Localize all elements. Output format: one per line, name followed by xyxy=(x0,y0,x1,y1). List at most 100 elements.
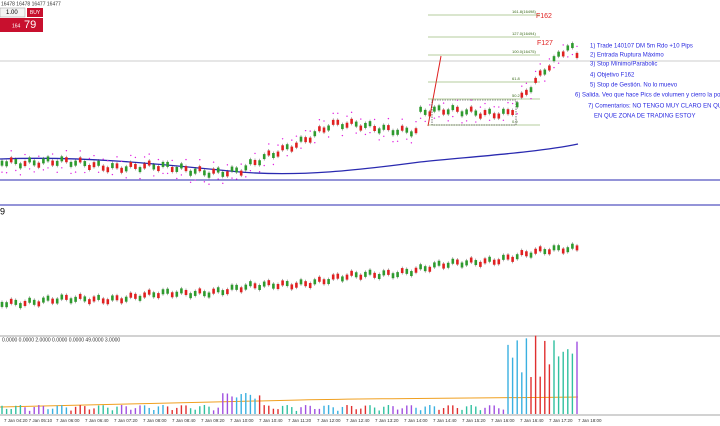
parabolic-sar xyxy=(5,172,8,174)
volume-bar xyxy=(553,340,555,414)
candle-sub xyxy=(212,288,215,294)
volume-bar xyxy=(166,406,169,414)
candle-sub xyxy=(359,274,363,280)
lot[interactable]: 1.00 xyxy=(6,10,18,16)
parabolic-sar xyxy=(212,161,215,163)
volume-bar xyxy=(65,407,68,414)
volume-bar xyxy=(396,409,399,414)
parabolic-sar xyxy=(442,102,445,104)
parabolic-sar xyxy=(507,102,509,104)
candle-sub xyxy=(373,272,376,278)
volume-average xyxy=(0,396,579,408)
volume-bar xyxy=(470,405,472,414)
volume-bar xyxy=(272,408,275,414)
candle xyxy=(32,160,36,166)
toolbar: 16478 16478 16477 16477 1.00 BUY 164 79 xyxy=(0,1,61,32)
candle xyxy=(272,153,275,159)
candle xyxy=(497,113,501,119)
x-tick-label: 7 Jan 06:00 xyxy=(56,418,80,423)
candle xyxy=(442,109,445,115)
candle xyxy=(55,160,59,166)
candle xyxy=(230,166,234,172)
candle xyxy=(83,161,87,167)
volume-bar xyxy=(557,356,560,414)
parabolic-sar xyxy=(268,143,270,145)
candle-sub xyxy=(115,295,119,301)
volume-bar xyxy=(231,396,233,414)
candle xyxy=(129,161,133,167)
parabolic-sar xyxy=(277,144,279,146)
candle xyxy=(134,163,137,169)
candle-sub xyxy=(497,259,501,265)
candle xyxy=(506,109,510,115)
buy-button[interactable] xyxy=(27,8,43,17)
candle xyxy=(198,166,202,172)
parabolic-sar xyxy=(148,153,150,155)
price-box[interactable] xyxy=(0,18,43,32)
volume-bar xyxy=(576,341,578,414)
volume-header: 0.0000 0.0000 2.0000 0.0000 0.0000 49.00… xyxy=(2,337,120,343)
candle-sub xyxy=(437,260,441,266)
candle xyxy=(207,172,211,178)
parabolic-sar xyxy=(47,167,49,169)
x-tick-label: 7 Jan 05:10 xyxy=(29,418,53,423)
candle-sub xyxy=(55,298,59,304)
candle xyxy=(557,51,560,57)
parabolic-sar xyxy=(208,183,210,185)
candle xyxy=(37,162,41,168)
candle xyxy=(377,128,381,134)
candle xyxy=(28,157,31,163)
candle-sub xyxy=(488,256,491,262)
candle xyxy=(180,163,183,169)
x-tick-label: 7 Jan 15:20 xyxy=(462,418,486,423)
candle xyxy=(327,125,330,131)
volume-bar xyxy=(47,409,49,414)
candle-sub xyxy=(299,279,303,285)
candle-sub xyxy=(207,292,211,298)
quote: 16478 16478 16477 16477 xyxy=(1,1,61,7)
candle-sub xyxy=(88,299,91,305)
candle xyxy=(115,163,119,169)
volume-bar xyxy=(327,405,330,414)
candle-sub xyxy=(175,291,179,297)
candle-sub xyxy=(433,262,436,268)
parabolic-sar xyxy=(249,170,252,172)
fib-f162: F162 xyxy=(536,13,552,20)
volume-bar xyxy=(15,405,17,414)
candle xyxy=(525,89,528,95)
parabolic-sar xyxy=(309,130,311,132)
candle-sub xyxy=(552,245,556,251)
x-tick-label: 7 Jan 10:00 xyxy=(230,418,254,423)
volume-bar xyxy=(245,393,247,414)
parabolic-sar xyxy=(346,115,348,117)
buy-label[interactable]: BUY xyxy=(30,10,41,16)
volume-bar xyxy=(286,405,288,414)
parabolic-sar xyxy=(134,156,137,159)
volume-bar xyxy=(24,407,26,414)
candle-sub xyxy=(23,300,27,306)
parabolic-sar xyxy=(337,112,339,114)
candle-sub xyxy=(336,273,340,279)
candle xyxy=(322,127,326,133)
candle-sub xyxy=(327,279,330,285)
parabolic-sar xyxy=(539,63,541,65)
moving-average xyxy=(0,143,579,175)
candle-sub xyxy=(138,295,142,301)
candle-sub xyxy=(391,273,395,279)
candle xyxy=(170,166,174,172)
candle xyxy=(189,170,192,176)
volume-bar xyxy=(387,405,390,414)
parabolic-sar xyxy=(401,118,403,120)
candle xyxy=(157,166,160,172)
lot-box[interactable] xyxy=(0,7,26,18)
candle xyxy=(299,136,303,142)
candle-sub xyxy=(253,283,257,289)
candle xyxy=(65,157,68,163)
volume-bar xyxy=(180,405,183,414)
parabolic-sar xyxy=(189,181,192,183)
volume-bar xyxy=(534,335,537,414)
candle xyxy=(354,121,358,127)
candle-sub xyxy=(129,292,133,298)
candle-sub xyxy=(483,258,487,264)
